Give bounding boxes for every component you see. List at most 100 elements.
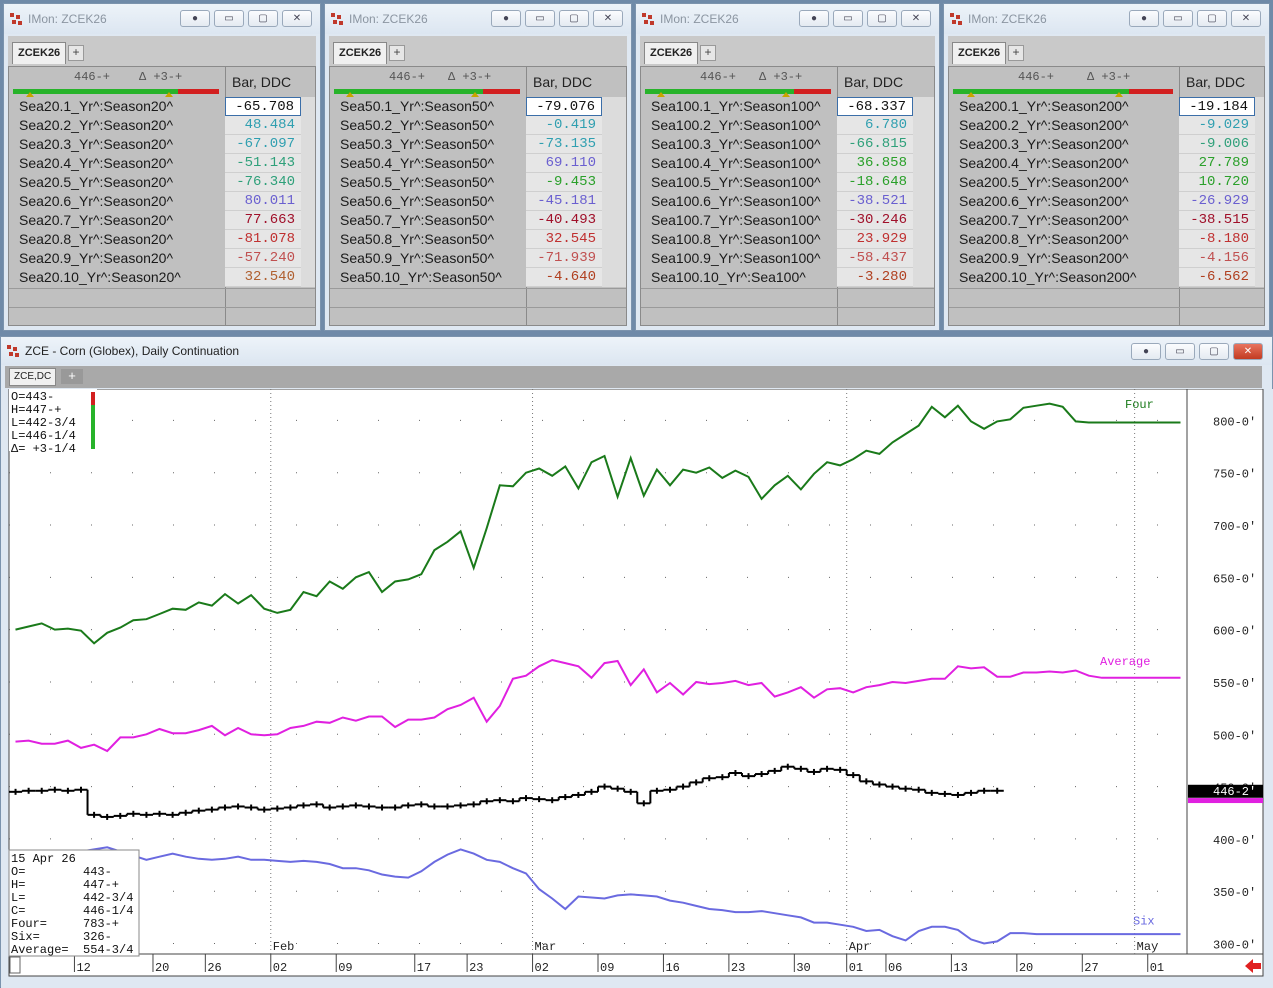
monitor-row[interactable]: Sea100.8_Yr^:Season100^ 23.929 [641,230,934,249]
monitor-row[interactable]: Sea100.6_Yr^:Season100^ -38.521 [641,192,934,211]
chart-tab[interactable]: ZCE,DC [9,368,57,386]
row-value[interactable]: -79.076 [526,97,602,116]
monitor-tab[interactable]: ZCEK26 [12,42,67,64]
monitor-row[interactable]: Sea200.3_Yr^:Season200^ -9.006 [949,135,1264,154]
minimize-button[interactable]: ▭ [525,10,555,27]
monitor-row[interactable]: Sea200.10_Yr^:Season200^ -6.562 [949,268,1264,287]
monitor-row[interactable]: Sea50.4_Yr^:Season50^ 69.110 [330,154,626,173]
row-value[interactable]: -67.097 [225,135,301,154]
add-tab-button[interactable]: + [1008,45,1024,61]
row-value[interactable]: 80.011 [225,192,301,211]
row-value[interactable]: -71.939 [526,249,602,268]
monitor-row[interactable]: Sea200.7_Yr^:Season200^ -38.515 [949,211,1264,230]
row-value[interactable]: -6.562 [1179,268,1255,287]
maximize-button[interactable]: ▢ [248,10,278,27]
minimize-button[interactable]: ▭ [214,10,244,27]
row-value[interactable]: -3.280 [837,268,913,287]
add-tab-button[interactable]: + [68,45,84,61]
study-header[interactable]: Bar, DDC [225,67,315,97]
monitor-row[interactable]: Sea200.4_Yr^:Season200^ 27.789 [949,154,1264,173]
row-value[interactable]: -40.493 [526,211,602,230]
monitor-row[interactable]: Sea100.4_Yr^:Season100^ 36.858 [641,154,934,173]
row-value[interactable]: -9.029 [1179,116,1255,135]
add-tab-button[interactable]: + [389,45,405,61]
monitor-row[interactable]: Sea100.10_Yr^:Sea100^ -3.280 [641,268,934,287]
row-value[interactable]: -9.453 [526,173,602,192]
maximize-button[interactable]: ▢ [1199,343,1229,360]
row-value[interactable]: 23.929 [837,230,913,249]
row-value[interactable]: 32.540 [225,268,301,287]
monitor-row[interactable]: Sea100.1_Yr^:Season100^ -68.337 [641,97,934,116]
add-tab-button[interactable]: + [700,45,716,61]
monitor-row[interactable]: Sea50.9_Yr^:Season50^ -71.939 [330,249,626,268]
monitor-row[interactable]: Sea100.2_Yr^:Season100^ 6.780 [641,116,934,135]
monitor-row[interactable]: Sea200.1_Yr^:Season200^ -19.184 [949,97,1264,116]
row-value[interactable]: -66.815 [837,135,913,154]
row-value[interactable]: 10.720 [1179,173,1255,192]
row-value[interactable]: -76.340 [225,173,301,192]
maximize-button[interactable]: ▢ [1197,10,1227,27]
monitor-tab[interactable]: ZCEK26 [952,42,1007,64]
minimize-button[interactable]: ▭ [833,10,863,27]
maximize-button[interactable]: ▢ [559,10,589,27]
monitor-row[interactable]: Sea200.9_Yr^:Season200^ -4.156 [949,249,1264,268]
row-value[interactable]: -9.006 [1179,135,1255,154]
link-button[interactable]: ● [1131,343,1161,360]
monitor-title-bar[interactable]: IMon: ZCEK26 ● ▭ ▢ ✕ [4,4,320,34]
row-value[interactable]: 32.545 [526,230,602,249]
monitor-row[interactable]: Sea50.7_Yr^:Season50^ -40.493 [330,211,626,230]
monitor-title-bar[interactable]: IMon: ZCEK26 ● ▭ ▢ ✕ [944,4,1269,34]
close-button[interactable]: ✕ [282,10,312,27]
close-button[interactable]: ✕ [901,10,931,27]
monitor-row[interactable]: Sea100.9_Yr^:Season100^ -58.437 [641,249,934,268]
chart-title-bar[interactable]: ZCE - Corn (Globex), Daily Continuation … [1,337,1272,365]
monitor-row[interactable]: Sea20.2_Yr^:Season20^ 48.484 [9,116,315,135]
monitor-row[interactable]: Sea100.5_Yr^:Season100^ -18.648 [641,173,934,192]
row-value[interactable]: -51.143 [225,154,301,173]
monitor-row[interactable]: Sea50.6_Yr^:Season50^ -45.181 [330,192,626,211]
link-button[interactable]: ● [180,10,210,27]
monitor-row[interactable]: Sea50.1_Yr^:Season50^ -79.076 [330,97,626,116]
monitor-row[interactable]: Sea20.8_Yr^:Season20^ -81.078 [9,230,315,249]
monitor-row[interactable]: Sea100.3_Yr^:Season100^ -66.815 [641,135,934,154]
monitor-row[interactable]: Sea20.6_Yr^:Season20^ 80.011 [9,192,315,211]
monitor-tab[interactable]: ZCEK26 [333,42,388,64]
monitor-row[interactable]: Sea20.10_Yr^:Season20^ 32.540 [9,268,315,287]
monitor-row[interactable]: Sea200.2_Yr^:Season200^ -9.029 [949,116,1264,135]
row-value[interactable]: -4.640 [526,268,602,287]
monitor-row[interactable]: Sea20.5_Yr^:Season20^ -76.340 [9,173,315,192]
maximize-button[interactable]: ▢ [867,10,897,27]
row-value[interactable]: 27.789 [1179,154,1255,173]
row-value[interactable]: -38.515 [1179,211,1255,230]
link-button[interactable]: ● [799,10,829,27]
monitor-row[interactable]: Sea50.10_Yr^:Season50^ -4.640 [330,268,626,287]
monitor-title-bar[interactable]: IMon: ZCEK26 ● ▭ ▢ ✕ [325,4,631,34]
close-button[interactable]: ✕ [1233,343,1263,360]
row-value[interactable]: 77.663 [225,211,301,230]
row-value[interactable]: -30.246 [837,211,913,230]
row-value[interactable]: 69.110 [526,154,602,173]
monitor-row[interactable]: Sea20.1_Yr^:Season20^ -65.708 [9,97,315,116]
row-value[interactable]: -65.708 [225,97,301,116]
minimize-button[interactable]: ▭ [1165,343,1195,360]
row-value[interactable]: 36.858 [837,154,913,173]
minimize-button[interactable]: ▭ [1163,10,1193,27]
monitor-row[interactable]: Sea20.7_Yr^:Season20^ 77.663 [9,211,315,230]
row-value[interactable]: -0.419 [526,116,602,135]
monitor-row[interactable]: Sea50.2_Yr^:Season50^ -0.419 [330,116,626,135]
close-button[interactable]: ✕ [593,10,623,27]
row-value[interactable]: -4.156 [1179,249,1255,268]
monitor-title-bar[interactable]: IMon: ZCEK26 ● ▭ ▢ ✕ [636,4,939,34]
row-value[interactable]: -18.648 [837,173,913,192]
row-value[interactable]: -26.929 [1179,192,1255,211]
close-button[interactable]: ✕ [1231,10,1261,27]
monitor-row[interactable]: Sea200.6_Yr^:Season200^ -26.929 [949,192,1264,211]
row-value[interactable]: -57.240 [225,249,301,268]
row-value[interactable]: -19.184 [1179,97,1255,116]
row-value[interactable]: 6.780 [837,116,913,135]
monitor-row[interactable]: Sea100.7_Yr^:Season100^ -30.246 [641,211,934,230]
add-tab-button[interactable]: + [61,369,83,384]
monitor-row[interactable]: Sea20.9_Yr^:Season20^ -57.240 [9,249,315,268]
monitor-row[interactable]: Sea200.8_Yr^:Season200^ -8.180 [949,230,1264,249]
monitor-row[interactable]: Sea200.5_Yr^:Season200^ 10.720 [949,173,1264,192]
